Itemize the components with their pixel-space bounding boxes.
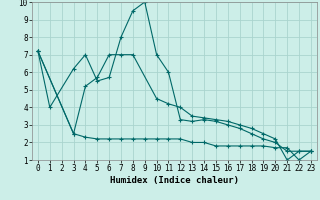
X-axis label: Humidex (Indice chaleur): Humidex (Indice chaleur)	[110, 176, 239, 185]
